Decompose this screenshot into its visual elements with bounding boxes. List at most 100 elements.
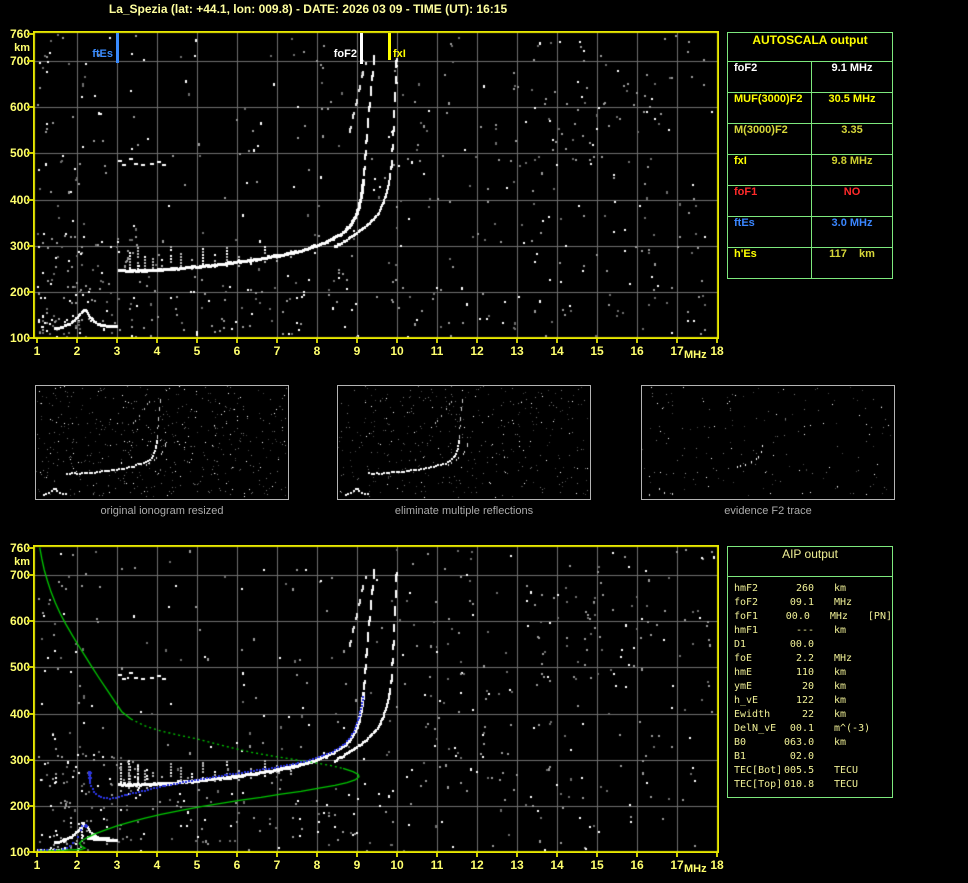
- x-axis-tick-label: 5: [193, 858, 201, 872]
- autoscala-param-value: 9.8 MHz: [831, 155, 873, 167]
- y-axis-tick-label: 600: [9, 614, 30, 629]
- y-axis-tick: [27, 152, 33, 155]
- x-axis-tick: [516, 853, 518, 857]
- y-axis-tick: [27, 106, 33, 109]
- aip-name: DelN_vE: [734, 723, 777, 734]
- aip-unit: km: [834, 625, 847, 636]
- aip-row-ymE: ymE 20 km: [734, 680, 892, 694]
- autoscala-param-value: 30.5 MHz: [828, 93, 876, 105]
- y-axis-tick: [27, 60, 33, 63]
- x-axis-tick: [196, 339, 198, 343]
- aip-extra: [872, 736, 874, 750]
- y-axis-tick-label: 600: [9, 100, 30, 115]
- y-axis-unit-label: km: [14, 555, 30, 568]
- y-axis-tick: [27, 620, 33, 623]
- autoscala-param-value: 3.35: [841, 124, 863, 136]
- y-axis-unit-label: km: [14, 41, 30, 54]
- y-axis-tick: [27, 244, 33, 247]
- y-axis-tick-label: 500: [9, 146, 30, 161]
- aip-extra: [872, 750, 874, 764]
- thumbnail-evidence-f2: [641, 385, 895, 500]
- x-axis-tick: [196, 853, 198, 857]
- aip-name: TEC[Bot]: [734, 765, 783, 776]
- y-axis-tick-label: 400: [9, 192, 30, 207]
- x-axis-tick: [36, 853, 38, 857]
- aip-row-TECTop: TEC[Top] 010.8 TECU: [734, 778, 892, 792]
- aip-name: hmE: [734, 667, 753, 678]
- bottom-profile-canvas: [33, 545, 719, 853]
- x-axis-tick: [116, 339, 118, 343]
- x-axis-tick: [36, 339, 38, 343]
- autoscala-param-label: ftEs: [728, 217, 812, 247]
- autoscala-param-label: h'Es: [728, 248, 812, 278]
- marker-line-ftEs: [116, 33, 119, 63]
- aip-val: ---: [795, 625, 814, 636]
- x-axis-tick-label: 16: [630, 344, 644, 358]
- aip-extra: [872, 722, 874, 736]
- y-axis-tick: [27, 290, 33, 293]
- y-axis-tick: [27, 336, 33, 339]
- aip-name: TEC[Top]: [734, 779, 783, 790]
- autoscala-param-value: 3.0 MHz: [831, 217, 873, 229]
- x-axis-tick-label: 8: [313, 858, 321, 872]
- x-axis-tick: [556, 339, 558, 343]
- y-axis-tick: [27, 712, 33, 715]
- x-axis-tick-label: 15: [590, 858, 604, 872]
- x-axis-tick-label: 18: [710, 344, 724, 358]
- aip-row-h_vE: h_vE 122 km: [734, 694, 892, 708]
- thumbnail-evidence-canvas: [642, 386, 894, 499]
- thumbnail-original-ionogram: [35, 385, 289, 500]
- x-axis-tick-label: 14: [550, 858, 564, 872]
- aip-row-D1: D1 00.0: [734, 638, 892, 652]
- x-axis-tick: [436, 339, 438, 343]
- y-axis-tick-label: 700: [9, 568, 30, 583]
- aip-extra: [872, 764, 874, 778]
- x-axis-tick: [356, 853, 358, 857]
- x-axis-tick: [636, 853, 638, 857]
- aip-unit: TECU: [834, 765, 859, 776]
- aip-val: 09.1: [789, 597, 814, 608]
- aip-row-hmF1: hmF1 --- km: [734, 624, 892, 638]
- aip-extra: [872, 708, 874, 722]
- y-axis-tick-label: 200: [9, 284, 30, 299]
- autoscala-table-header: AUTOSCALA output: [728, 33, 892, 62]
- thumbnail-eliminate-canvas: [338, 386, 590, 499]
- autoscala-param-value: 9.1 MHz: [831, 62, 873, 74]
- y-axis-tick-label: 100: [9, 844, 30, 859]
- x-axis-tick-label: 10: [390, 344, 404, 358]
- aip-name: h_vE: [734, 695, 759, 706]
- aip-name: foE: [734, 653, 753, 664]
- aip-row-hmF2: hmF2 260 km: [734, 582, 892, 596]
- x-axis-tick-label: 2: [73, 858, 81, 872]
- x-axis-tick: [396, 339, 398, 343]
- autoscala-row-ftEs: ftEs 3.0 MHz: [728, 217, 892, 248]
- y-axis-tick-label: 300: [9, 238, 30, 253]
- top-ionogram-canvas: [33, 31, 719, 339]
- aip-val: 02.0: [789, 751, 814, 762]
- x-axis-tick-label: 16: [630, 858, 644, 872]
- aip-extra: [872, 680, 874, 694]
- aip-name: Ewidth: [734, 709, 771, 720]
- y-axis-tick-label: 500: [9, 660, 30, 675]
- x-axis-unit-label: MHz: [684, 863, 707, 875]
- aip-row-hmE: hmE 110 km: [734, 666, 892, 680]
- autoscala-row-MUF3000F2: MUF(3000)F2 30.5 MHz: [728, 93, 892, 124]
- x-axis-tick-label: 12: [470, 858, 484, 872]
- x-axis-tick-label: 13: [510, 344, 524, 358]
- x-axis-tick-label: 9: [353, 344, 361, 358]
- x-axis-tick: [316, 339, 318, 343]
- aip-extra: [872, 666, 874, 680]
- y-axis-tick-label: 400: [9, 706, 30, 721]
- aip-val: 2.2: [795, 653, 814, 664]
- x-axis-tick-label: 8: [313, 344, 321, 358]
- aip-extra: [872, 638, 874, 652]
- y-axis-tick: [27, 574, 33, 577]
- autoscala-row-foF1: foF1 NO: [728, 186, 892, 217]
- aip-table-rows: hmF2 260 km foF2 09.1 MHz foF1 00.0 MHz [PN] hmF1 -…: [728, 577, 892, 797]
- x-axis-tick-label: 10: [390, 858, 404, 872]
- y-axis-tick-label: 760: [9, 540, 30, 555]
- x-axis-tick: [76, 339, 78, 343]
- aip-val: 22: [801, 709, 814, 720]
- aip-val: 00.1: [789, 723, 814, 734]
- y-axis-tick: [27, 32, 33, 35]
